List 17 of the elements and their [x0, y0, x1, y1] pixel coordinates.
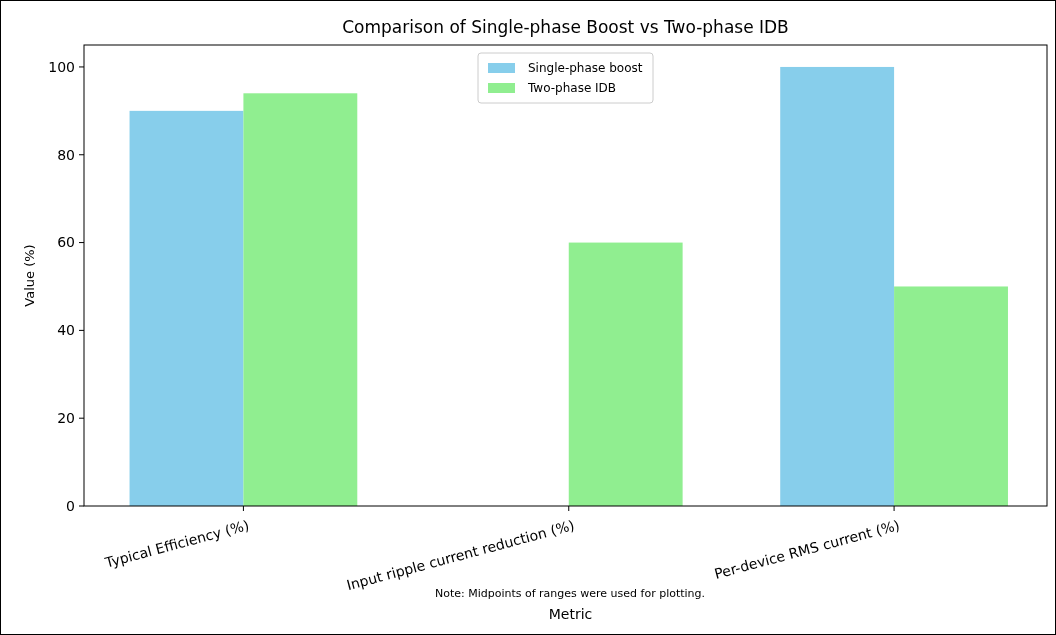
text: Note: Midpoints of ranges were used for plotting.: [434, 587, 706, 600]
y-tick-label: 80: [57, 146, 75, 163]
bar: [568, 242, 683, 506]
bar: [129, 110, 244, 506]
bar: [780, 66, 895, 506]
y-axis-title: Value (%): [22, 244, 37, 307]
y-tick-label: 60: [57, 234, 75, 251]
bar: [243, 93, 358, 506]
y-tick-label: 20: [57, 410, 75, 427]
y-tick-label: 0: [66, 497, 75, 514]
chart-title: Comparison of Single-phase Boost vs Two-phase IDB: [342, 17, 789, 37]
y-tick-label: 40: [57, 322, 75, 339]
bar: [894, 286, 1008, 506]
legend-label: Single-phase boost: [528, 61, 643, 76]
x-axis-title: Metric: [548, 606, 593, 622]
legend-label: Two-phase IDB: [527, 81, 617, 96]
y-tick-label: 100: [48, 58, 75, 75]
